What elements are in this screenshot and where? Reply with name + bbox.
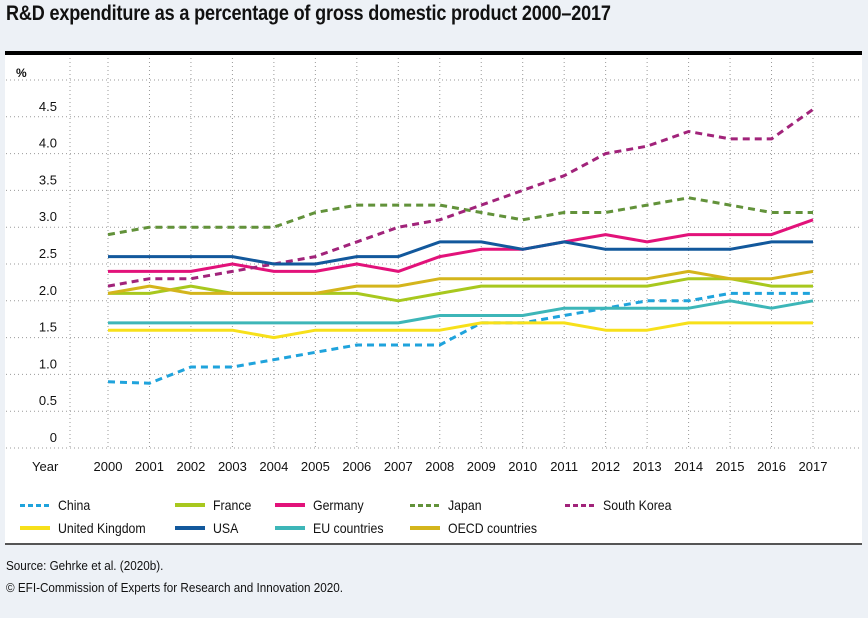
x-tick-label: 2011 xyxy=(550,459,578,474)
x-tick-label: 2005 xyxy=(301,459,330,474)
y-tick-label: 2.5 xyxy=(39,246,57,261)
legend-label: EU countries xyxy=(313,520,384,536)
y-tick-label: 0.5 xyxy=(39,393,57,408)
legend-item: OECD countries xyxy=(410,520,549,536)
y-tick-label: 4.5 xyxy=(39,99,57,114)
legend-item: United Kingdom xyxy=(20,520,158,536)
source-note: Source: Gehrke et al. (2020b). xyxy=(6,558,164,573)
legend-item: USA xyxy=(175,520,242,536)
series-line-japan xyxy=(107,196,813,237)
legend-swatch xyxy=(275,526,305,530)
legend-label: China xyxy=(58,497,91,513)
series-line-south-korea xyxy=(107,108,814,288)
legend-label: Japan xyxy=(448,497,482,513)
series-line-usa xyxy=(108,240,813,266)
legend-item: South Korea xyxy=(565,497,681,513)
x-tick-label: 2008 xyxy=(425,459,454,474)
chart-panel xyxy=(5,51,862,545)
y-tick-label: 1.5 xyxy=(39,320,57,335)
x-tick-label: 2016 xyxy=(757,459,786,474)
legend-item: Japan xyxy=(410,497,486,513)
legend-label: OECD countries xyxy=(448,520,538,536)
series-line-united-kingdom xyxy=(108,321,813,340)
y-tick-label: 3.0 xyxy=(39,209,57,224)
legend-swatch xyxy=(410,503,440,507)
y-tick-label: 0 xyxy=(50,430,57,445)
x-tick-label: 2006 xyxy=(342,459,371,474)
x-tick-label: 2017 xyxy=(799,459,828,474)
legend-item: EU countries xyxy=(275,520,393,536)
legend-item: China xyxy=(20,497,95,513)
x-tick-label: 2014 xyxy=(674,459,703,474)
legend-swatch xyxy=(175,526,205,530)
x-tick-label: 2009 xyxy=(467,459,496,474)
y-tick-label: 1.0 xyxy=(39,356,57,371)
series-line-china xyxy=(107,291,813,385)
plot-area: 0 0.5 1.0 1.5 2.0 2.5 3.0 3.5 4.0 4.5% Year 2000 200… xyxy=(6,58,860,474)
legend-label: Germany xyxy=(313,497,364,513)
series-line-eu-countries xyxy=(108,299,814,325)
legend-swatch xyxy=(275,503,305,507)
legend-label: South Korea xyxy=(603,497,672,513)
x-tick-label: 2013 xyxy=(633,459,662,474)
y-tick-label: 2.0 xyxy=(39,283,57,298)
x-tick-label: 2001 xyxy=(135,459,164,474)
legend-item: France xyxy=(175,497,257,513)
x-tick-label: 2015 xyxy=(716,459,745,474)
legend-swatch xyxy=(20,526,50,530)
legend-swatch xyxy=(20,503,50,507)
legend-swatch xyxy=(410,526,440,530)
legend-swatch xyxy=(175,503,205,507)
y-axis-label: % xyxy=(16,66,27,80)
x-tick-label: 2000 xyxy=(94,459,123,474)
series-line-oecd-countries xyxy=(107,269,814,295)
legend-item: Germany xyxy=(275,497,371,513)
chart-title: R&D expenditure as a percentage of gross… xyxy=(6,2,611,25)
legend-label: France xyxy=(213,497,252,513)
x-tick-label: 2010 xyxy=(508,459,537,474)
y-tick-label: 3.5 xyxy=(39,172,57,187)
legend-swatch xyxy=(565,503,595,507)
x-tick-label: 2003 xyxy=(218,459,247,474)
x-tick-label: 2007 xyxy=(384,459,413,474)
x-axis-label: Year xyxy=(32,459,59,474)
y-tick-label: 4.0 xyxy=(39,136,57,151)
copyright-note: © EFI-Commission of Experts for Research… xyxy=(6,580,344,595)
legend-label: United Kingdom xyxy=(58,520,146,536)
x-tick-label: 2004 xyxy=(259,459,288,474)
legend-label: USA xyxy=(213,520,239,536)
x-tick-label: 2012 xyxy=(591,459,620,474)
x-tick-label: 2002 xyxy=(176,459,205,474)
series-line-germany xyxy=(108,218,814,273)
